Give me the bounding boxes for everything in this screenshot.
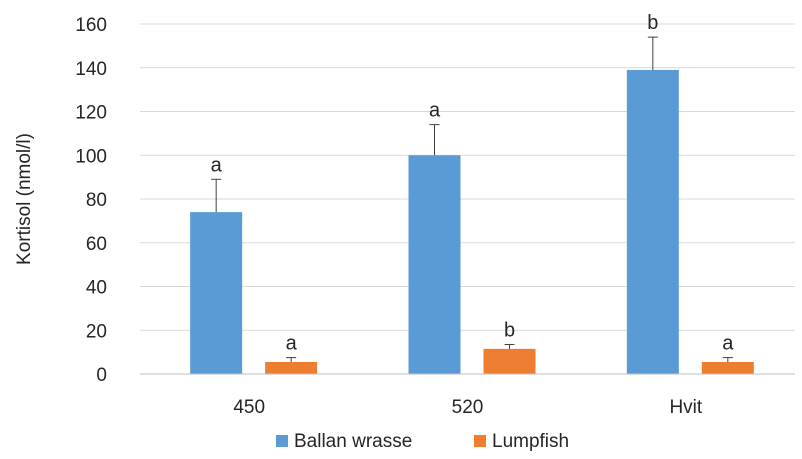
gridlines — [140, 23, 795, 331]
significance-label: a — [286, 333, 298, 355]
significance-label: a — [722, 333, 734, 355]
y-tick-label: 120 — [75, 103, 107, 124]
x-tick-label: 520 — [452, 397, 484, 418]
y-axis-ticks: 0 20 40 60 80 100 120 140 160 — [75, 15, 107, 386]
y-tick-label: 0 — [96, 365, 107, 386]
y-tick-label: 20 — [86, 321, 107, 342]
y-tick-label: 140 — [75, 59, 107, 80]
significance-label: a — [429, 100, 441, 122]
significance-label: b — [647, 12, 658, 34]
significance-label: a — [211, 154, 223, 176]
legend-label: Ballan wrasse — [294, 431, 412, 452]
significance-labels: a a a b b a — [211, 12, 735, 354]
legend: Ballan wrasse Lumpfish — [276, 431, 569, 452]
bar-lumpfish — [265, 361, 318, 374]
y-tick-label: 100 — [75, 146, 107, 167]
bar-ballan-wrasse — [190, 212, 243, 374]
x-axis-ticks: 450 520 Hvit — [233, 397, 703, 418]
significance-label: b — [504, 319, 515, 341]
legend-label: Lumpfish — [492, 431, 569, 452]
bar-lumpfish — [701, 361, 754, 374]
legend-swatch — [276, 435, 288, 447]
y-tick-label: 80 — [86, 190, 107, 211]
y-axis-label: Kortisol (nmol/l) — [14, 133, 35, 265]
legend-swatch — [474, 435, 486, 447]
y-tick-label: 40 — [86, 278, 107, 299]
x-tick-label: Hvit — [669, 397, 702, 418]
error-bars — [211, 36, 733, 362]
bar-ballan-wrasse — [626, 69, 679, 374]
y-tick-label: 60 — [86, 234, 107, 255]
bars — [190, 69, 754, 374]
y-tick-label: 160 — [75, 15, 107, 36]
x-tick-label: 450 — [233, 397, 265, 418]
bar-ballan-wrasse — [408, 155, 461, 374]
bar-lumpfish — [483, 348, 536, 374]
